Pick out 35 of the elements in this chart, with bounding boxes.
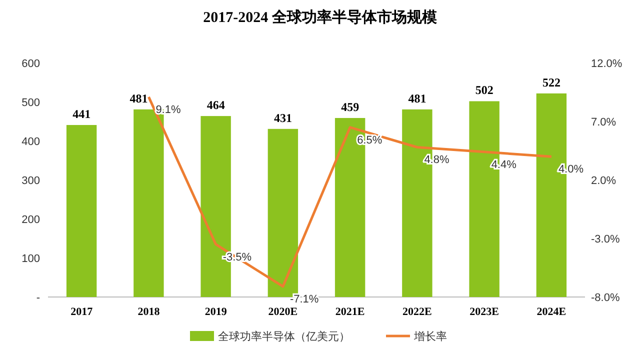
- data-label: 459: [341, 100, 360, 114]
- chart-title: 2017-2024 全球功率半导体市场规模: [203, 8, 438, 26]
- x-tick-label: 2020E: [268, 306, 298, 318]
- y-tick-label: 400: [22, 136, 40, 148]
- data-label: 502: [475, 83, 494, 98]
- data-label: -7.1%: [290, 293, 319, 306]
- data-label: 441: [72, 107, 91, 122]
- bar: [66, 125, 97, 297]
- x-tick-label: 2022E: [402, 306, 432, 318]
- x-tick-label: 2017: [70, 306, 94, 318]
- x-tick-label: 2021E: [335, 306, 365, 318]
- x-tick-label: 2018: [138, 306, 160, 318]
- x-tick-label: 2023E: [470, 306, 499, 318]
- y2-tick-label: -3.0%: [591, 234, 620, 246]
- data-label: 481: [408, 91, 426, 106]
- line-series: [147, 96, 553, 288]
- x-tick-label: 2024E: [536, 306, 566, 318]
- legend-label: 增长率: [413, 330, 447, 343]
- data-label: 522: [542, 75, 560, 90]
- x-tick-label: 2019: [204, 306, 228, 318]
- y-tick-label: -: [36, 292, 40, 304]
- y2-tick-label: 12.0%: [591, 58, 622, 70]
- y2-tick-label: -8.0%: [591, 292, 620, 304]
- data-label: 464: [206, 98, 225, 112]
- y-tick-label: 300: [22, 175, 40, 187]
- data-label: 481: [130, 91, 148, 106]
- data-label: 9.1%: [156, 104, 181, 116]
- y-tick-label: 600: [22, 58, 40, 70]
- y-tick-label: 500: [22, 97, 40, 109]
- legend-label: 全球功率半导体（亿美元）: [218, 330, 350, 343]
- y-tick-label: 200: [22, 214, 40, 226]
- data-label: 431: [274, 110, 292, 125]
- y2-tick-label: 2.0%: [591, 175, 616, 187]
- y2-tick-label: 7.0%: [591, 116, 616, 128]
- y-tick-label: 100: [22, 253, 40, 265]
